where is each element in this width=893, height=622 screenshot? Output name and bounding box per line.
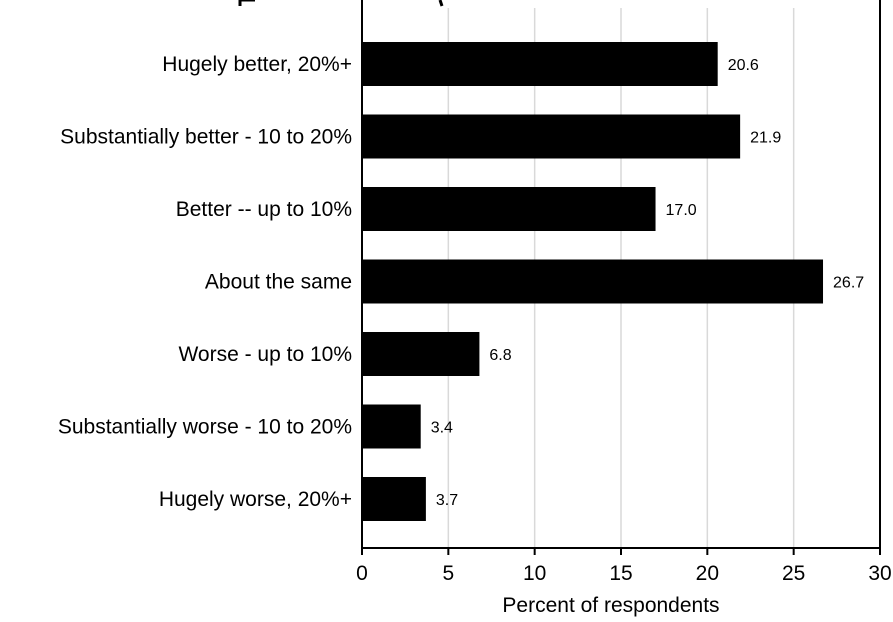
x-tick-label: 20 [696,562,719,585]
plot-frame [361,0,881,549]
bar-value-label: 6.8 [489,347,511,364]
bar [362,187,656,231]
category-labels: Hugely better, 20%+ Substantially better … [58,53,352,511]
category-label: Hugely worse, 20%+ [159,488,352,511]
x-tick-label: 30 [868,562,891,585]
bar-value-label: 17.0 [666,202,697,219]
bar-value-label: 3.4 [431,420,453,437]
bar [362,42,718,86]
bar [362,477,426,521]
category-label: About the same [205,271,352,294]
x-tick-labels: 0 5 10 15 20 25 30 [356,548,892,585]
bar [362,404,421,449]
x-tick-label: 0 [356,562,368,585]
bar-value-label: 21.9 [750,130,781,147]
bar [362,259,824,304]
bar-value-label: 26.7 [833,275,864,292]
category-label: Hugely better, 20%+ [162,53,352,76]
category-label: Better -- up to 10% [176,198,352,221]
category-label: Substantially better - 10 to 20% [60,126,352,149]
bars [362,42,824,521]
value-labels: 20.6 21.9 17.0 26.7 6.8 3.4 3.7 [431,57,865,509]
cropped-title-fragment [238,0,444,7]
bar-value-label: 20.6 [728,57,759,74]
category-label: Worse - up to 10% [178,343,352,366]
bar [362,332,480,376]
x-tick-label: 25 [782,562,805,585]
x-tick-label: 10 [523,562,546,585]
x-tick-label: 15 [609,562,632,585]
bar-value-label: 3.7 [436,492,458,509]
bar [362,114,741,159]
category-label: Substantially worse - 10 to 20% [58,416,352,439]
x-tick-label: 5 [442,562,454,585]
x-axis-title: Percent of respondents [502,594,719,617]
